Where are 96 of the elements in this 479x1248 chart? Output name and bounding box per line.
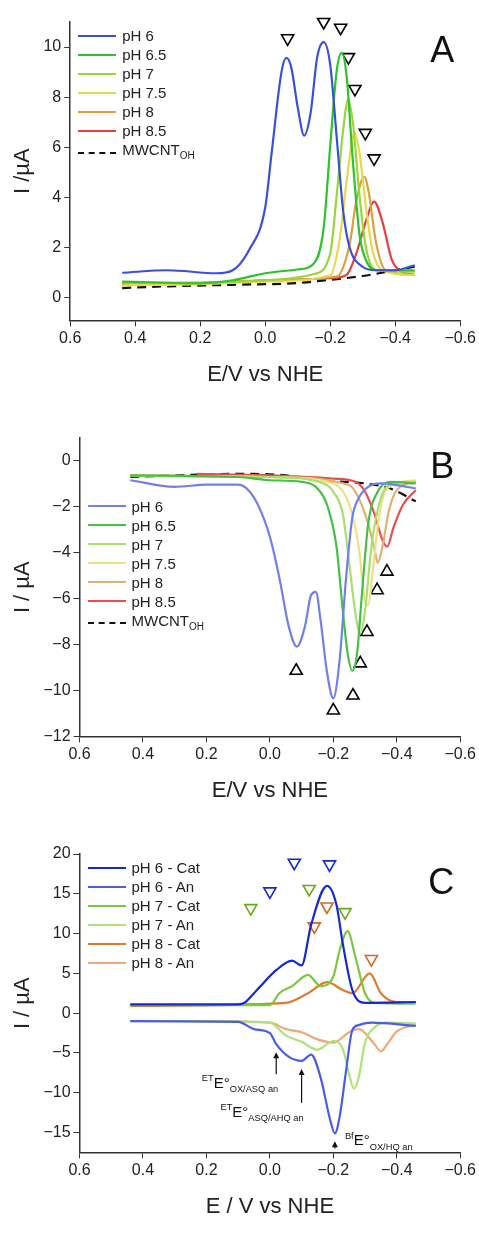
x-tick-label: 0.0 [258,745,282,763]
point [326,702,341,715]
x-tick-label: −0.4 [379,329,412,347]
legend-label: pH 8 - An [131,953,195,972]
legend-label: pH 6 [122,26,154,45]
y-tick-label: 4 [52,187,62,205]
legend-label: pH 7 - An [131,915,195,934]
point [338,907,352,920]
point [360,624,374,637]
x-tick-label: 0.4 [131,1161,155,1179]
y-tick-label: 15 [52,884,71,902]
y-tick-label: −10 [43,680,71,698]
y-tick-label: 10 [43,37,62,55]
x-tick-label: −0.6 [444,1161,477,1179]
x-tick-label: −0.4 [380,745,413,763]
legend-label: pH 8 [131,572,164,592]
point [367,154,381,167]
legend-label: pH 8 - Cat [131,934,200,953]
x-tick-label: 0.0 [254,329,277,347]
x-tick-label: 0.4 [131,745,155,763]
x-tick-label: −0.6 [444,745,477,763]
legend-label: pH 8 [122,102,154,121]
y-tick-label: 0 [52,288,62,306]
legend-label: pH 7 [122,64,154,83]
y-tick-label: 2 [52,238,62,256]
point [358,128,373,141]
legend-label: MWCNT$_{OH}$ [122,140,195,163]
point [370,582,384,595]
y-tick-label: −5 [52,1043,71,1061]
legend-label: pH 6 [131,496,164,516]
point [316,17,331,30]
x-tick-label: −0.2 [317,745,350,763]
legend-label: pH 7 [131,534,164,554]
line-series [129,884,417,1006]
y-tick-label: 5 [61,963,71,981]
line-series [195,472,417,548]
y-tick-label: 0 [61,1003,71,1021]
legend-label: pH 6.5 [131,515,176,535]
x-tick-label: −0.6 [444,329,477,347]
point [322,860,337,873]
legend-label: pH 6.5 [122,45,167,64]
point [289,662,304,676]
x-tick-label: 0.6 [68,1161,91,1179]
y-tick-label: −12 [43,726,71,744]
x-tick-label: −0.2 [317,1161,350,1179]
x-tick-label: −0.4 [380,1161,413,1179]
legend-label: pH 7 - Cat [131,896,200,915]
point [287,858,302,871]
point [346,687,360,700]
legend-label: MWCNT$_{OH}$ [131,610,205,634]
chart-title: A [430,29,455,70]
y-tick-label: 6 [52,137,62,155]
x-axis-title: E / V vs NHE [205,1192,335,1218]
point [243,903,258,916]
y-axis-title: I / µA [9,560,35,614]
y-tick-label: 0 [61,451,71,469]
y-tick-label: 10 [52,923,71,941]
point [348,84,362,97]
point [353,655,368,668]
point [263,887,277,900]
point [364,954,379,967]
x-axis-title: E/V vs NHE [207,360,324,386]
y-tick-label: −8 [52,634,71,652]
x-tick-label: 0.6 [68,745,91,763]
y-tick-label: −10 [43,1083,71,1101]
legend-label: pH 6 - Cat [131,858,200,877]
y-tick-label: 8 [52,87,62,105]
y-tick-label: −15 [43,1122,71,1140]
point [302,884,317,897]
y-tick-label: −6 [52,589,71,607]
legend-label: pH 7.5 [131,553,176,573]
x-tick-label: 0.6 [59,329,82,347]
y-tick-label: −2 [52,497,71,515]
x-axis-title: E/V vs NHE [211,776,328,802]
legend-label: pH 6 - An [131,877,195,896]
legend-label: pH 8.5 [122,121,167,140]
x-tick-label: 0.0 [258,1161,282,1179]
line-series [121,265,416,290]
chart-title: B [430,445,455,486]
point [380,563,394,576]
x-tick-label: 0.4 [124,329,147,347]
x-tick-label: 0.2 [195,745,218,763]
y-axis-title: I /µA [9,148,35,195]
point [280,34,295,47]
y-tick-label: 20 [52,844,71,862]
chart-title: C [428,861,455,902]
y-tick-label: −4 [52,543,71,561]
x-tick-label: 0.2 [189,329,212,347]
legend-label: pH 8.5 [131,591,176,611]
x-tick-label: −0.2 [314,329,347,347]
x-tick-label: 0.2 [195,1161,218,1179]
y-axis-title: I / µA [9,976,35,1030]
legend-label: pH 7.5 [122,83,167,102]
point [320,902,334,915]
point [333,23,348,36]
point [341,52,356,65]
